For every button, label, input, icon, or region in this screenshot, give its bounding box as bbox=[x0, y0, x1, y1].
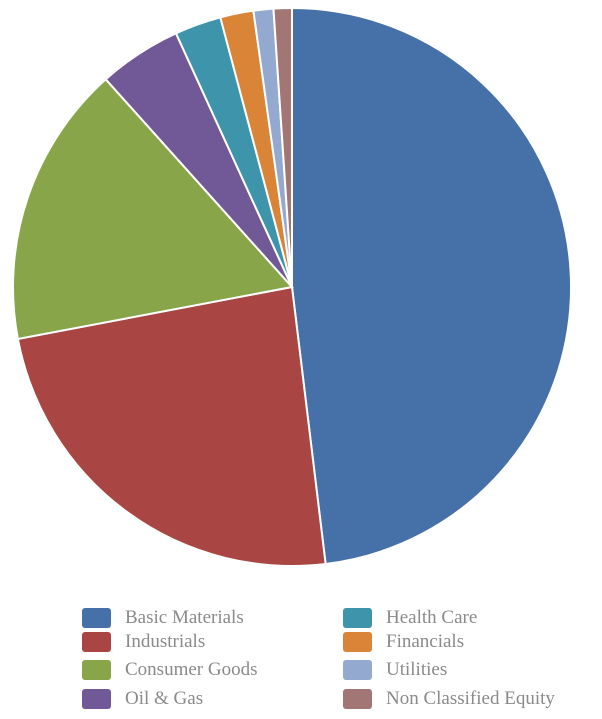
pie-slice-basic-materials bbox=[291, 6, 573, 566]
pie-slices bbox=[12, 6, 573, 567]
legend-swatch bbox=[82, 689, 111, 709]
legend-swatch bbox=[343, 689, 372, 709]
legend-label: Industrials bbox=[125, 631, 206, 652]
legend-label: Non Classified Equity bbox=[386, 688, 555, 709]
pie-chart bbox=[12, 6, 573, 567]
legend-label: Basic Materials bbox=[125, 607, 244, 628]
legend-item-non-classified-equity: Non Classified Equity bbox=[343, 688, 555, 710]
legend: Basic Materials Industrials Consumer Goo… bbox=[82, 598, 602, 719]
legend-swatch bbox=[343, 608, 372, 628]
legend-label: Consumer Goods bbox=[125, 659, 258, 680]
legend-item-utilities: Utilities bbox=[343, 659, 447, 681]
legend-label: Utilities bbox=[386, 659, 448, 680]
legend-item-financials: Financials bbox=[343, 631, 464, 653]
legend-label: Health Care bbox=[386, 607, 478, 628]
pie-slice-consumer-goods bbox=[12, 77, 294, 341]
legend-item-industrials: Industrials bbox=[82, 631, 205, 653]
pie-slice-industrials bbox=[16, 285, 327, 567]
legend-item-health-care: Health Care bbox=[343, 607, 477, 629]
legend-swatch bbox=[343, 632, 372, 652]
legend-item-oil-gas: Oil & Gas bbox=[82, 688, 203, 710]
legend-swatch bbox=[82, 608, 111, 628]
legend-swatch bbox=[343, 660, 372, 680]
legend-item-consumer-goods: Consumer Goods bbox=[82, 659, 257, 681]
legend-item-basic-materials: Basic Materials bbox=[82, 607, 244, 629]
legend-label: Financials bbox=[386, 631, 465, 652]
pie-slice-non-classified-equity bbox=[272, 6, 293, 288]
legend-swatch bbox=[82, 660, 111, 680]
legend-label: Oil & Gas bbox=[125, 688, 204, 709]
legend-swatch bbox=[82, 632, 111, 652]
